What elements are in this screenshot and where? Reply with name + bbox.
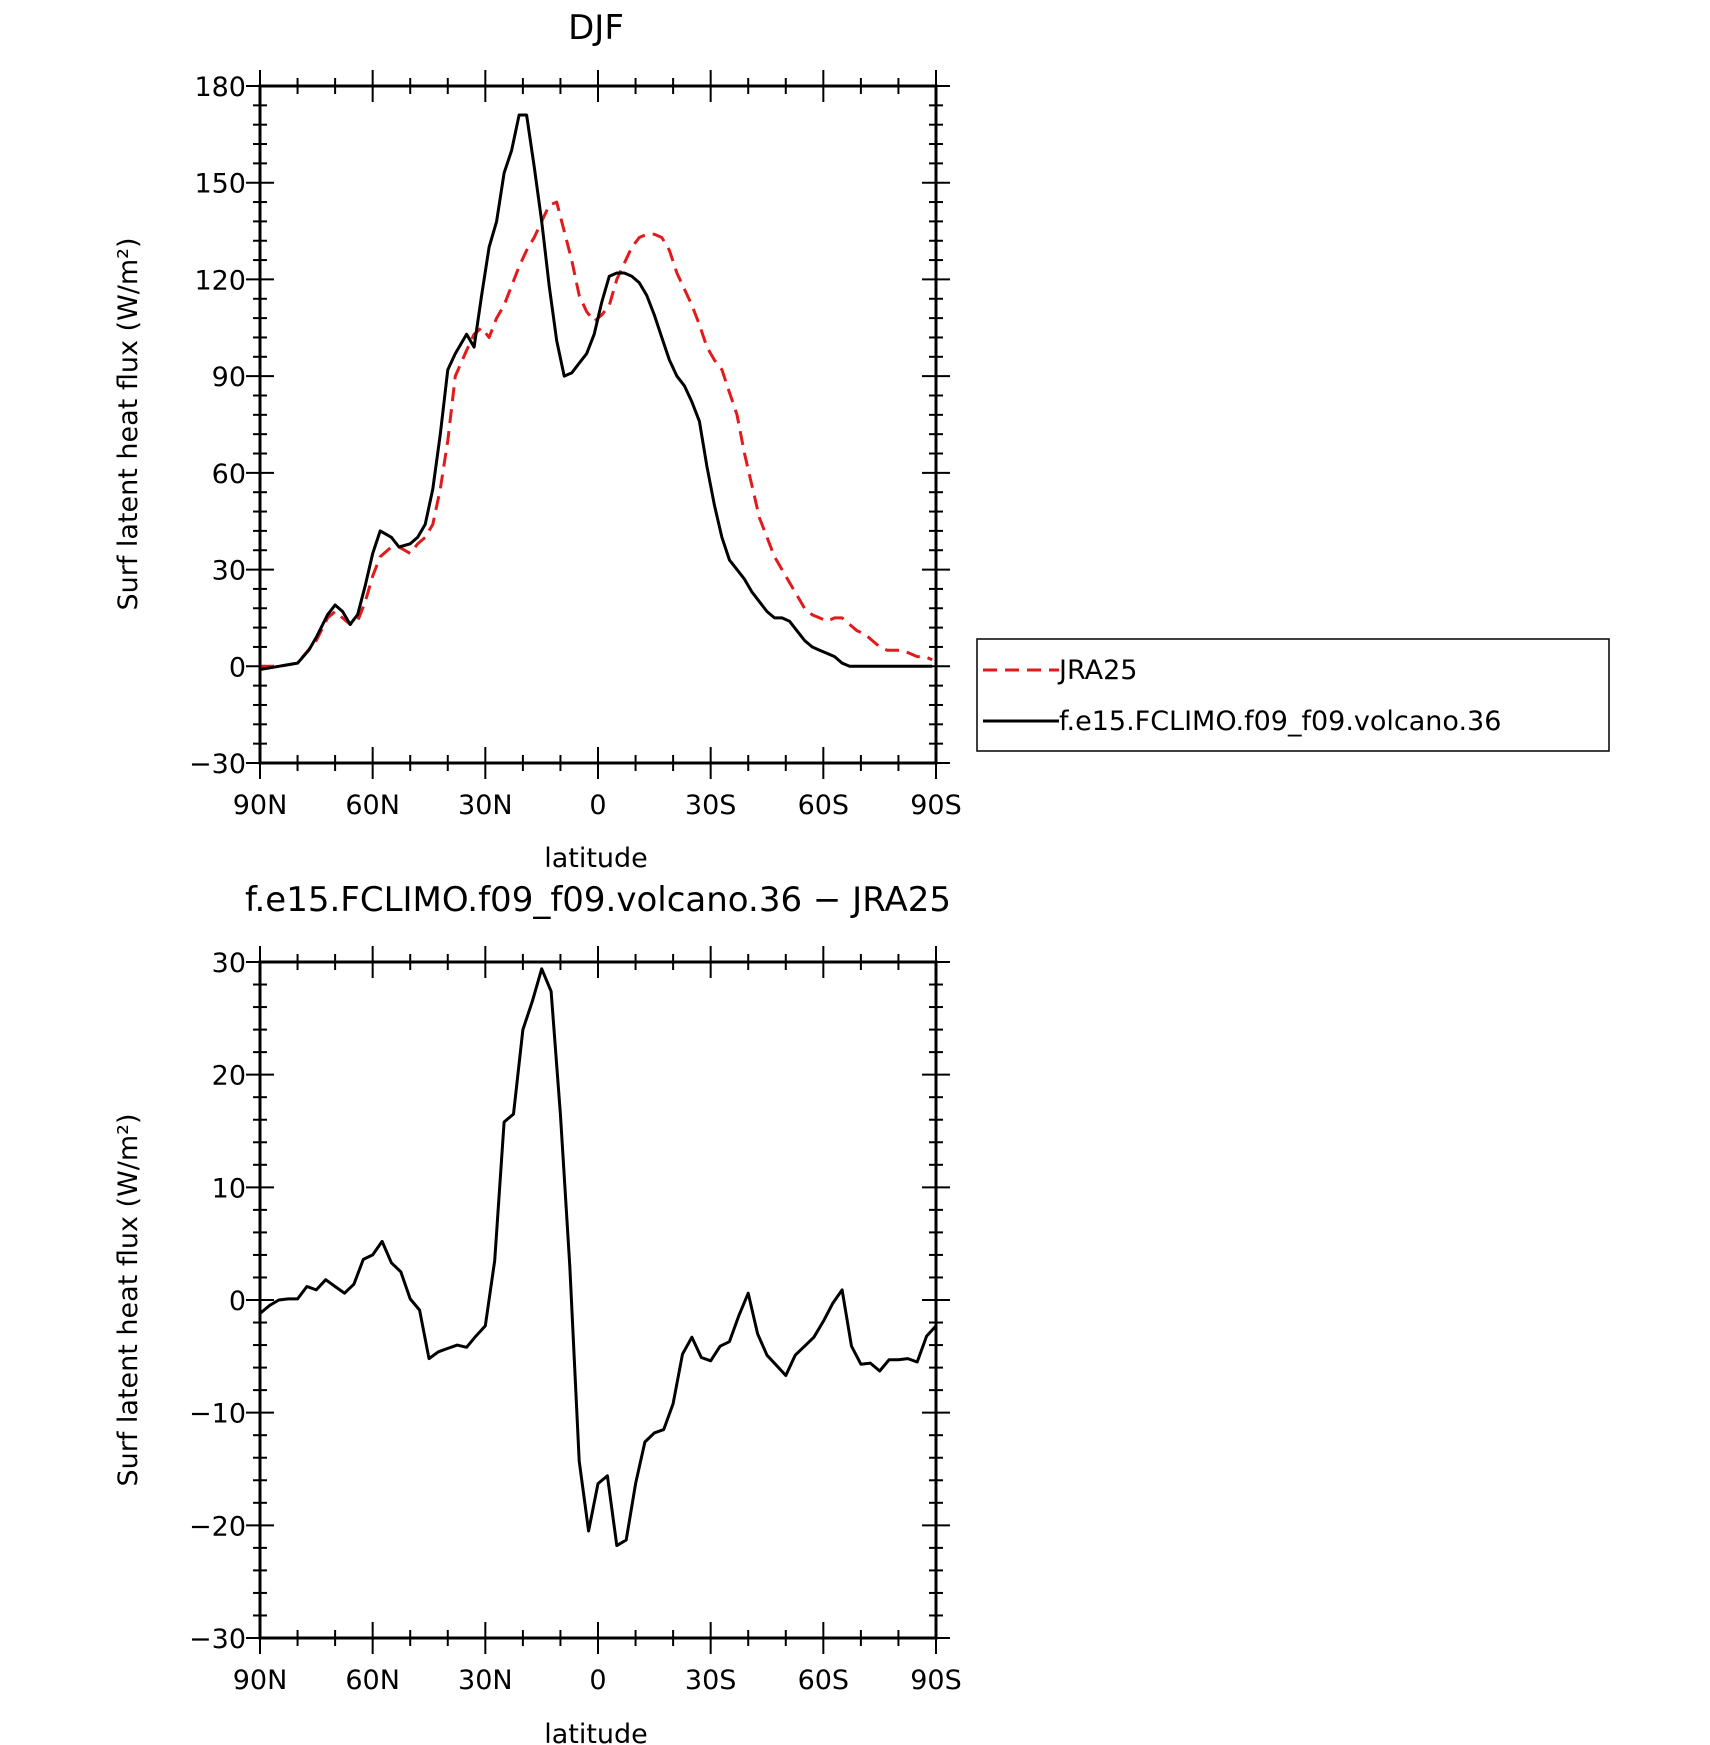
series-line-model — [259, 967, 938, 1548]
bottom-y-axis-title: Surf latent heat flux (W/m²) — [113, 1113, 144, 1486]
y-tick-label: 90 — [212, 362, 246, 393]
y-tick-label: −10 — [189, 1399, 246, 1430]
top-tick-marks — [246, 70, 950, 779]
x-tick-label: 90N — [233, 1665, 288, 1696]
x-tick-label: 60N — [345, 790, 400, 821]
bottom-panel-title: f.e15.FCLIMO.f09_f09.volcano.36 − JRA25 — [245, 880, 951, 920]
y-tick-label: 30 — [212, 556, 246, 587]
x-tick-label: 30S — [685, 1665, 737, 1696]
x-tick-label: 0 — [589, 790, 606, 821]
y-tick-label: 30 — [212, 948, 246, 979]
top-panel-title: DJF — [568, 8, 624, 48]
x-tick-label: 0 — [589, 1665, 606, 1696]
legend-label-model: f.e15.FCLIMO.f09_f09.volcano.36 — [1059, 706, 1501, 737]
bottom-y-tick-labels: −30 −20 −10 0 10 20 30 — [189, 948, 246, 1655]
legend-box — [976, 638, 1610, 752]
x-tick-label: 90S — [910, 1665, 962, 1696]
x-tick-label: 30N — [458, 790, 513, 821]
x-tick-label: 90N — [233, 790, 288, 821]
bottom-x-axis-title: latitude — [544, 1719, 648, 1745]
y-tick-label: 20 — [212, 1061, 246, 1092]
top-x-tick-labels: 90N 60N 30N 0 30S 60S 90S — [233, 790, 962, 821]
y-tick-label: 180 — [194, 72, 246, 103]
top-panel: DJF −30 0 30 60 90 120 150 180 90N 60N 30N 0 30S 60S… — [113, 8, 1610, 874]
x-tick-label: 30N — [458, 1665, 513, 1696]
series-line-jra25 — [260, 200, 933, 668]
legend-label-jra25: JRA25 — [1057, 655, 1137, 686]
y-tick-label: −20 — [189, 1511, 246, 1542]
y-tick-label: −30 — [189, 1624, 246, 1655]
y-tick-label: −30 — [189, 749, 246, 780]
bottom-x-tick-labels: 90N 60N 30N 0 30S 60S 90S — [233, 1665, 962, 1696]
x-tick-label: 60S — [798, 1665, 850, 1696]
series-line-model — [259, 113, 933, 671]
x-tick-label: 90S — [910, 790, 962, 821]
bottom-series-group — [259, 967, 938, 1548]
y-tick-label: 0 — [229, 652, 246, 683]
x-tick-label: 60S — [798, 790, 850, 821]
top-x-axis-title: latitude — [544, 843, 648, 874]
y-tick-label: 0 — [229, 1286, 246, 1317]
top-plot-frame — [258, 84, 938, 765]
top-series-group — [259, 113, 933, 671]
top-y-tick-labels: −30 0 30 60 90 120 150 180 — [189, 72, 246, 780]
y-tick-label: 120 — [194, 265, 246, 296]
y-tick-label: 60 — [212, 459, 246, 490]
bottom-plot-frame — [258, 960, 938, 1640]
x-tick-label: 30S — [685, 790, 737, 821]
bottom-panel: f.e15.FCLIMO.f09_f09.volcano.36 − JRA25 … — [113, 880, 962, 1745]
x-tick-label: 60N — [345, 1665, 400, 1696]
legend: JRA25 f.e15.FCLIMO.f09_f09.volcano.36 — [976, 638, 1610, 752]
y-tick-label: 150 — [194, 169, 246, 200]
y-tick-label: 10 — [212, 1173, 246, 1204]
top-y-axis-title: Surf latent heat flux (W/m²) — [113, 237, 144, 610]
